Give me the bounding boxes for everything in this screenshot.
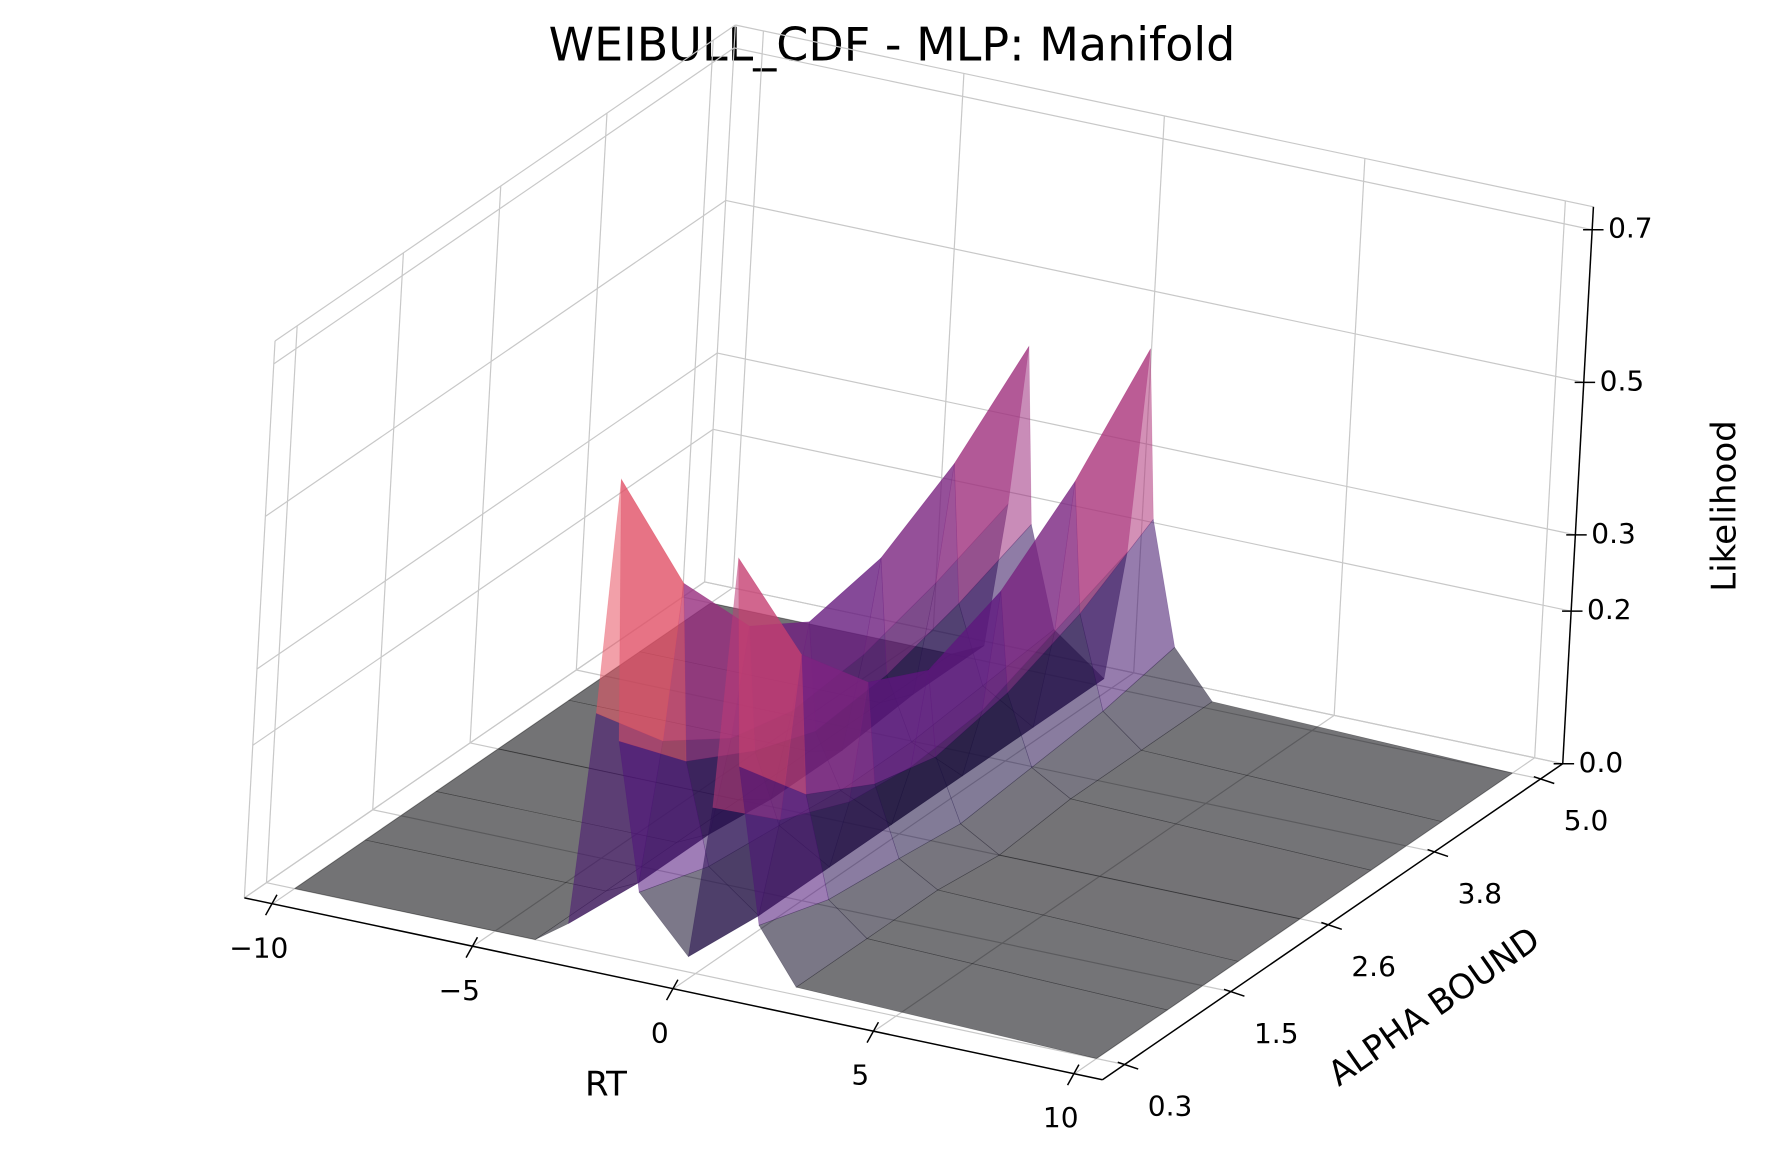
y-tick	[1427, 848, 1449, 858]
z-tick-label: 0.7	[1608, 212, 1653, 245]
pane-edge	[704, 24, 736, 582]
surface-patch	[618, 478, 687, 762]
x-tick	[1066, 1064, 1080, 1086]
x-tick	[665, 979, 679, 1001]
y-tick-label: 3.8	[1458, 877, 1503, 910]
x-tick-label: 10	[1043, 1101, 1079, 1134]
y-tick	[1533, 775, 1555, 785]
grid-line	[265, 325, 298, 883]
z-axis-line	[1561, 206, 1595, 764]
y-tick-label: 5.0	[1564, 804, 1609, 837]
pane-edge	[735, 24, 1594, 208]
y-tick	[1223, 988, 1245, 997]
grid-line	[1534, 200, 1566, 758]
y-tick	[1321, 921, 1343, 931]
z-tick-label: 0.0	[1579, 746, 1624, 779]
grid-line	[732, 30, 765, 588]
surface-patch	[795, 938, 1169, 1059]
x-tick	[866, 1021, 880, 1044]
grid-line	[372, 252, 404, 810]
z-tick-label: 0.3	[1591, 517, 1636, 550]
x-axis-label: RT	[585, 1065, 627, 1105]
x-tick	[264, 894, 278, 916]
x-tick-label: 0	[651, 1016, 669, 1049]
grid-line	[681, 40, 714, 598]
grid-line	[733, 47, 1593, 231]
x-tick-label: 5	[851, 1059, 869, 1092]
y-tick	[1117, 1061, 1139, 1070]
x-tick-label: −10	[229, 931, 288, 964]
grid-line	[252, 428, 714, 746]
grid-line	[273, 47, 735, 365]
y-axis-label: ALPHA BOUND	[1321, 919, 1547, 1094]
surface-patch	[937, 854, 1301, 962]
grid-line	[265, 199, 727, 517]
pane-edge	[274, 24, 736, 342]
z-tick-label: 0.2	[1587, 593, 1632, 626]
y-tick-label: 2.6	[1351, 950, 1396, 983]
surface-patch	[738, 557, 807, 795]
x-tick	[465, 936, 479, 959]
chart-title: WEIBULL_CDF - MLP: Manifold	[549, 18, 1236, 72]
grid-line	[256, 352, 718, 670]
y-axis-line	[1102, 763, 1564, 1081]
x-tick-label: −5	[439, 974, 480, 1007]
y-tick-label: 0.3	[1148, 1090, 1193, 1123]
z-axis-label: Likelihood	[1705, 420, 1745, 591]
z-tick-label: 0.5	[1600, 364, 1645, 397]
y-tick-label: 1.5	[1254, 1017, 1299, 1050]
grid-line	[469, 185, 502, 743]
pane-edge	[243, 340, 276, 898]
grid-line	[575, 113, 608, 671]
grid-line	[725, 199, 1584, 383]
surface-patch	[866, 889, 1239, 1011]
grid-line	[1333, 158, 1366, 716]
